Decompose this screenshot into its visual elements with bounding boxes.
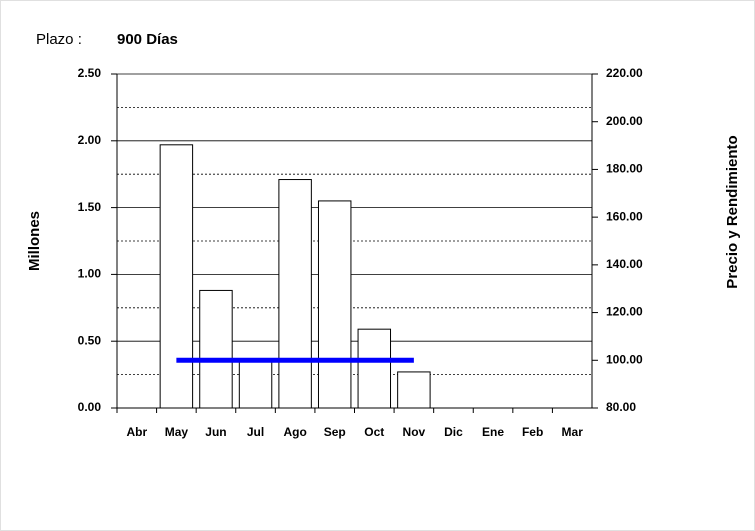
x-tick-label: Jul <box>247 425 264 439</box>
y-tick-label: 2.00 <box>78 133 102 147</box>
x-tick-label: Dic <box>444 425 463 439</box>
bar <box>397 371 431 409</box>
y2-tick-label: 80.00 <box>606 400 636 414</box>
y2-tick-label: 120.00 <box>606 305 643 319</box>
x-tick-label: Oct <box>364 425 384 439</box>
x-tick-label: Ene <box>482 425 504 439</box>
y-tick-label: 2.50 <box>78 66 102 80</box>
y-tick-label: 1.00 <box>78 267 102 281</box>
y2-axis-label: Precio y Rendimiento <box>724 135 741 288</box>
bar <box>278 179 312 409</box>
y2-tick-label: 100.00 <box>606 352 643 366</box>
y-tick-label: 0.50 <box>78 333 102 347</box>
x-tick-label: Abr <box>126 425 147 439</box>
x-tick-label: Mar <box>562 425 584 439</box>
x-tick-label: Jun <box>205 425 226 439</box>
y2-tick-label: 180.00 <box>606 162 643 176</box>
x-tick-label: Ago <box>283 425 306 439</box>
x-tick-label: May <box>165 425 189 439</box>
bar <box>317 200 352 409</box>
chart-title: 900 Días <box>117 31 178 48</box>
y2-tick-label: 200.00 <box>606 114 643 128</box>
title-label: Plazo : <box>36 31 82 48</box>
y2-tick-label: 220.00 <box>606 66 643 80</box>
y-tick-label: 1.50 <box>78 200 102 214</box>
bar <box>357 328 392 409</box>
x-tick-label: Feb <box>522 425 543 439</box>
bar <box>199 289 233 409</box>
bar <box>159 144 194 409</box>
x-tick-label: Nov <box>403 425 426 439</box>
y2-tick-label: 140.00 <box>606 257 643 271</box>
x-tick-label: Sep <box>324 425 346 439</box>
y2-tick-label: 160.00 <box>606 209 643 223</box>
bar <box>238 359 273 409</box>
y-tick-label: 0.00 <box>78 400 102 414</box>
y-axis-label: Millones <box>26 211 43 271</box>
